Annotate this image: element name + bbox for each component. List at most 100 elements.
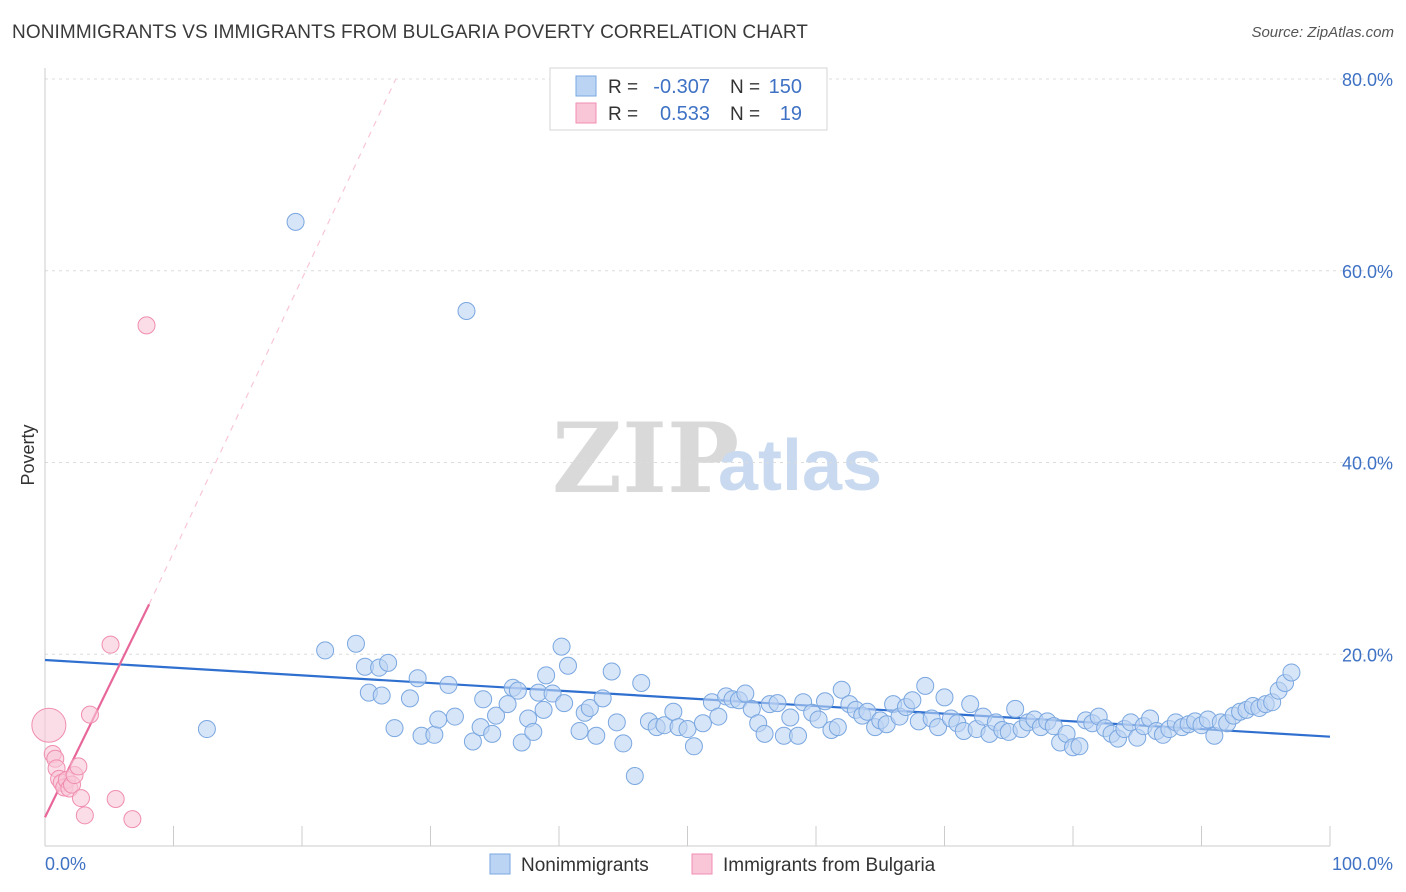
point-nonimmigrants-142 (1282, 663, 1301, 682)
point-nonimmigrants-14 (425, 725, 444, 744)
point-bulgaria-18 (137, 316, 156, 335)
point-nonimmigrants-19 (474, 690, 493, 709)
y-tick-label-2: 60.0% (1342, 262, 1393, 282)
point-nonimmigrants-143 (445, 707, 464, 726)
y-tick-label-1: 40.0% (1342, 454, 1393, 474)
point-nonimmigrants-50 (684, 737, 703, 756)
point-nonimmigrants-25 (512, 733, 531, 752)
point-nonimmigrants-15 (429, 710, 448, 729)
point-bulgaria-11 (69, 757, 88, 776)
point-nonimmigrants-92 (961, 695, 980, 714)
trend-line-bulgaria-extension (148, 78, 397, 605)
point-bulgaria-0 (31, 707, 67, 743)
legend-n-value-1: 150 (769, 76, 802, 98)
point-nonimmigrants-69 (815, 692, 834, 711)
point-nonimmigrants-68 (809, 710, 828, 729)
watermark-atlas: atlas (718, 426, 882, 506)
point-nonimmigrants-1 (457, 302, 476, 321)
point-bulgaria-12 (71, 789, 90, 808)
point-nonimmigrants-16 (439, 675, 458, 694)
trend-line-nonimmigrants (44, 658, 1331, 738)
point-nonimmigrants-21 (487, 706, 506, 725)
point-nonimmigrants-17 (463, 732, 482, 751)
legend-r-label-2: R = (608, 104, 638, 125)
point-nonimmigrants-9 (379, 653, 398, 672)
point-bulgaria-14 (80, 705, 99, 724)
point-nonimmigrants-49 (678, 720, 697, 739)
source-label: Source: ZipAtlas.com (1251, 24, 1394, 41)
point-bulgaria-17 (123, 810, 142, 829)
point-nonimmigrants-27 (524, 722, 543, 741)
point-nonimmigrants-64 (781, 708, 800, 727)
point-nonimmigrants-62 (768, 694, 787, 713)
point-bulgaria-13 (75, 806, 94, 825)
point-nonimmigrants-29 (537, 666, 556, 685)
point-nonimmigrants-24 (508, 681, 527, 700)
point-nonimmigrants-53 (709, 707, 728, 726)
legend-swatch-blue (575, 75, 597, 97)
point-nonimmigrants-85 (916, 676, 935, 695)
point-nonimmigrants-20 (483, 724, 502, 743)
point-nonimmigrants-99 (1006, 699, 1025, 718)
point-nonimmigrants-144 (534, 700, 553, 719)
point-nonimmigrants-30 (543, 684, 562, 703)
point-nonimmigrants-83 (903, 691, 922, 710)
legend-item-bulgaria-swatch (691, 853, 713, 875)
point-nonimmigrants-42 (625, 767, 644, 786)
legend-swatch-pink (575, 102, 597, 124)
point-nonimmigrants-40 (607, 713, 626, 732)
legend-r-value-2: 0.533 (660, 103, 710, 125)
point-nonimmigrants-47 (664, 702, 683, 721)
point-nonimmigrants-10 (385, 719, 404, 738)
point-nonimmigrants-88 (935, 688, 954, 707)
point-nonimmigrants-34 (570, 721, 589, 740)
point-bulgaria-15 (101, 635, 120, 654)
y-tick-label-0: 20.0% (1342, 645, 1393, 665)
point-bulgaria-16 (106, 790, 125, 809)
legend-item-nonimmigrants-swatch (489, 853, 511, 875)
point-nonimmigrants-71 (828, 718, 847, 737)
series-legend: Nonimmigrants Immigrants from Bulgaria (489, 853, 936, 876)
legend-n-label-2: N = (730, 104, 760, 125)
legend-item-bulgaria: Immigrants from Bulgaria (723, 855, 936, 876)
legend-n-label-1: N = (730, 77, 760, 98)
point-nonimmigrants-22 (498, 695, 517, 714)
point-nonimmigrants-76 (858, 702, 877, 721)
watermark-zip: ZIP (552, 402, 739, 515)
point-nonimmigrants-36 (580, 698, 599, 717)
point-nonimmigrants-60 (755, 724, 774, 743)
point-nonimmigrants-57 (736, 684, 755, 703)
point-nonimmigrants-4 (346, 634, 365, 653)
x-tick-label-0: 0.0% (45, 854, 86, 874)
legend-item-nonimmigrants: Nonimmigrants (521, 855, 649, 876)
chart-title: NONIMMIGRANTS VS IMMIGRANTS FROM BULGARI… (12, 22, 808, 43)
point-nonimmigrants-31 (555, 694, 574, 713)
point-nonimmigrants-11 (400, 689, 419, 708)
point-nonimmigrants-43 (632, 674, 651, 693)
point-nonimmigrants-37 (587, 726, 606, 745)
point-nonimmigrants-32 (558, 656, 577, 675)
y-axis-title: Poverty (18, 424, 38, 485)
point-nonimmigrants-33 (552, 637, 571, 656)
point-nonimmigrants-2 (197, 720, 216, 739)
point-nonimmigrants-51 (693, 714, 712, 733)
point-nonimmigrants-8 (372, 686, 391, 705)
point-nonimmigrants-38 (593, 689, 612, 708)
point-nonimmigrants-72 (832, 680, 851, 699)
point-nonimmigrants-12 (408, 669, 427, 688)
legend-n-value-2: 19 (780, 103, 802, 125)
legend-r-value-1: -0.307 (653, 76, 710, 98)
series-nonimmigrants (197, 212, 1301, 786)
point-nonimmigrants-87 (929, 718, 948, 737)
legend-r-label-1: R = (608, 77, 638, 98)
stats-legend: R = -0.307 N = 150 R = 0.533 N = 19 (549, 67, 828, 131)
point-nonimmigrants-3 (316, 641, 335, 660)
series-immigrants-bulgaria (31, 316, 156, 829)
point-nonimmigrants-109 (1070, 737, 1089, 756)
tick-labels: 20.0% 40.0% 60.0% 80.0% 0.0% 100.0% (45, 70, 1393, 874)
point-nonimmigrants-65 (789, 726, 808, 745)
grid-lines (45, 78, 1395, 655)
point-nonimmigrants-39 (602, 662, 621, 681)
x-tick-label-1: 100.0% (1332, 854, 1393, 874)
